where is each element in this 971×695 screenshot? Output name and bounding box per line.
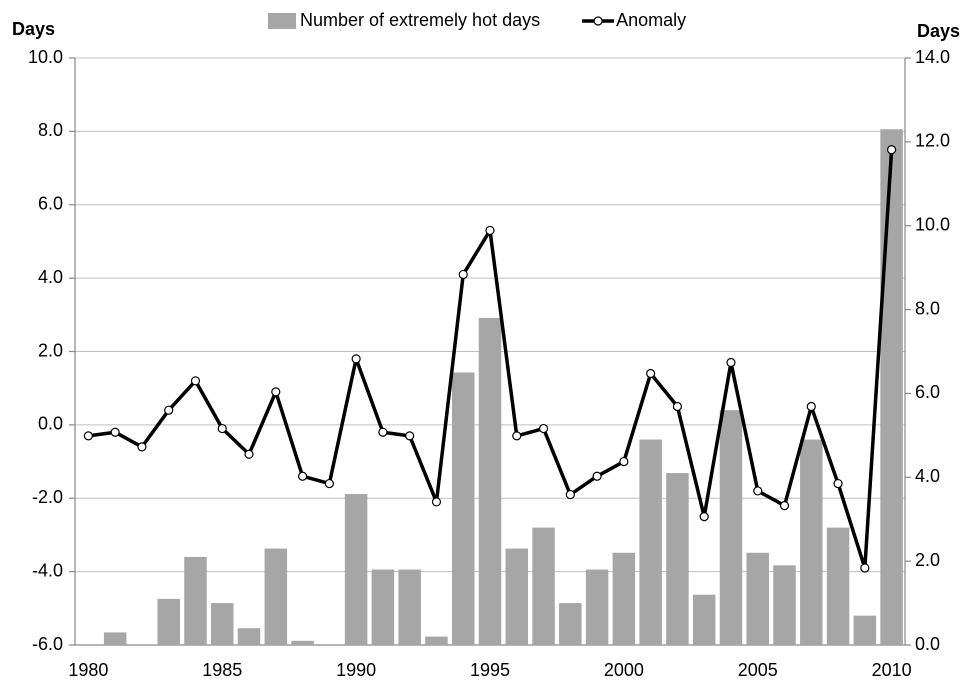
y2-tick-label: 14.0 [915,47,950,67]
y2-tick-label: 4.0 [915,466,940,486]
marker [324,478,334,489]
bar [425,636,448,645]
y-tick-label: -6.0 [32,634,63,654]
x-tick-label: 2010 [872,660,912,680]
bar [398,569,421,645]
bar [692,594,716,645]
marker [190,376,201,386]
legend-swatch [268,13,296,29]
marker [538,423,549,434]
bar [826,527,850,645]
bar [800,439,823,645]
y2-tick-label: 2.0 [915,550,940,570]
bar [639,439,662,645]
marker [351,354,361,364]
marker [431,497,442,507]
marker [297,471,308,481]
marker [646,368,656,379]
bar [264,548,288,645]
y2-tick-label: 6.0 [915,382,940,402]
marker [378,427,388,437]
bar [291,640,314,645]
bar [103,632,127,645]
marker [458,269,468,280]
marker [164,405,174,415]
x-tick-label: 1990 [336,660,376,680]
y2-tick-label: 0.0 [915,634,940,654]
bar [211,603,234,645]
bar [505,548,529,645]
marker [726,357,736,368]
marker [217,423,227,434]
marker [592,471,602,481]
y-tick-label: -2.0 [32,487,63,507]
marker [565,489,575,500]
bar [585,569,609,645]
bar [184,556,207,645]
y2-tick-label: 10.0 [915,214,950,234]
marker [110,427,120,437]
y-tick-label: 0.0 [38,414,63,434]
y-tick-label: 2.0 [38,340,63,360]
marker [244,449,254,459]
y-axis-title: Days [12,19,55,39]
marker [672,401,683,412]
y2-tick-label: 12.0 [915,131,950,151]
marker [137,442,147,452]
y2-axis-title: Days [917,21,960,41]
y-tick-label: 10.0 [28,47,63,67]
marker [753,486,763,496]
y-tick-label: 4.0 [38,267,63,287]
y2-tick-label: 8.0 [915,298,940,318]
bar [773,565,796,645]
marker [485,225,495,236]
bar [344,494,368,645]
marker [512,431,522,441]
marker [806,401,816,412]
legend-label: Number of extremely hot days [300,10,540,30]
y-tick-label: -4.0 [32,560,63,580]
bar [719,410,743,645]
marker [271,387,281,397]
bar [612,552,636,645]
bar [157,598,180,645]
bar [880,129,903,645]
bar [853,615,877,645]
marker [619,456,629,467]
bar [237,628,261,645]
marker [699,511,709,522]
bar [559,603,582,645]
bar [478,317,502,645]
x-tick-label: 2005 [738,660,778,680]
bar [666,473,689,645]
bar [371,569,395,645]
x-tick-label: 1995 [470,660,510,680]
legend-label: Anomaly [616,10,686,30]
marker [779,500,790,511]
x-tick-label: 1985 [202,660,242,680]
y-tick-label: 6.0 [38,194,63,214]
marker [887,145,897,155]
marker [83,431,93,441]
bar [532,527,555,645]
x-tick-label: 1980 [68,660,108,680]
bar [746,552,769,645]
legend-marker [593,16,603,26]
marker [405,431,415,441]
y-tick-label: 8.0 [38,120,63,140]
bar [451,372,475,645]
marker [860,563,870,573]
x-tick-label: 2000 [604,660,644,680]
marker [833,478,843,489]
